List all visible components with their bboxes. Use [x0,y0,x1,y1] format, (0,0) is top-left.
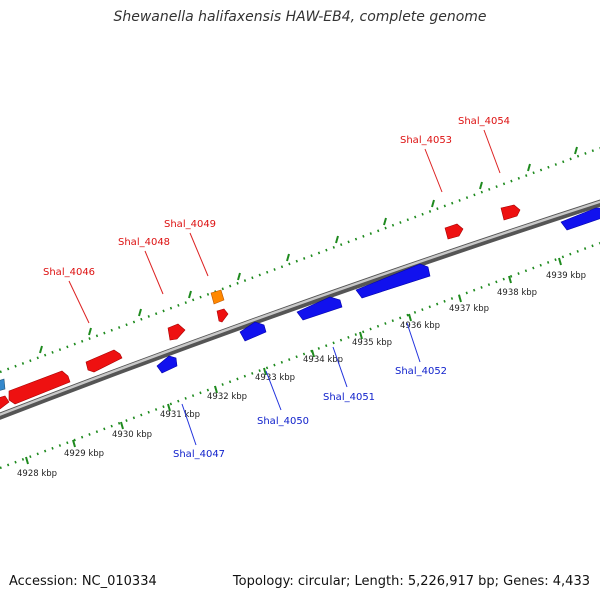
gene-arrow-forward[interactable] [500,204,521,221]
gene-arrow-highlight[interactable] [210,289,225,305]
reverse-major-tick [408,313,412,322]
gene-label-shal-4052[interactable]: Shal_4052 [395,366,447,377]
gene-arrow-forward[interactable] [216,308,229,323]
ruler-label: 4930 kbp [112,430,152,440]
forward-major-tick [574,146,578,155]
shal-4047-leader [181,403,197,446]
forward-major-tick [188,290,192,299]
ruler-label: 4939 kbp [546,271,586,281]
shal-4053-leader [424,148,443,193]
reverse-major-tick [458,294,462,303]
forward-major-tick [527,163,531,172]
gene-arrow-forward[interactable] [0,395,10,410]
gene-label-shal-4048[interactable]: Shal_4048 [118,237,170,248]
gene-arrow-reverse[interactable] [156,355,178,374]
shal-4046-leader [68,280,90,324]
ruler-label: 4934 kbp [303,355,343,365]
gene-label-leaders [68,129,501,446]
shal-4048-leader [144,250,164,295]
gene-arrow-reverse[interactable] [560,207,600,231]
gene-label-shal-4050[interactable]: Shal_4050 [257,416,309,427]
accession-label: Accession: NC_010334 [9,574,157,589]
forward-major-tick [88,327,92,336]
reverse-major-tick [263,367,267,376]
forward-major-tick [431,199,435,208]
shal-4051-leader [332,346,348,388]
gene-arrow-forward[interactable] [85,349,123,373]
reverse-major-tick [359,331,363,340]
ruler-label: 4933 kbp [255,373,295,383]
forward-major-tick [138,308,142,317]
major-ticks [25,146,578,465]
gene-label-shal-4051[interactable]: Shal_4051 [323,392,375,403]
shal-4050-leader [265,370,282,411]
reverse-major-tick [120,421,124,430]
backbone-path [0,199,600,420]
gene-label-shal-4054[interactable]: Shal_4054 [458,116,510,127]
reverse-major-tick [214,385,218,394]
topology-summary: Topology: circular; Length: 5,226,917 bp… [232,574,590,589]
ruler-label: 4929 kbp [64,449,104,459]
gene-labels: Shal_4046 Shal_4048 Shal_4049 Shal_4053 … [43,116,510,460]
gene-arrow-forward[interactable] [444,223,464,240]
reverse-major-tick [311,349,315,358]
forward-major-tick [479,181,483,190]
gene-label-shal-4049[interactable]: Shal_4049 [164,219,216,230]
shal-4049-leader [189,232,209,277]
forward-tick-track [0,146,600,374]
shal-4054-leader [483,129,501,174]
gene-arrow-other[interactable] [0,378,6,391]
reverse-major-tick [508,275,512,284]
shal-4052-leader [406,322,421,363]
reverse-major-tick [72,439,76,448]
gene-label-shal-4046[interactable]: Shal_4046 [43,267,95,278]
ruler-label: 4938 kbp [497,288,537,298]
forward-major-tick [39,345,43,354]
gene-arrow-reverse[interactable] [296,296,343,321]
backbone-highlight [0,200,600,416]
gene-arrow-reverse[interactable] [239,321,267,342]
forward-major-tick [286,253,290,262]
gene-label-shal-4053[interactable]: Shal_4053 [400,135,452,146]
reverse-genes [156,207,600,374]
forward-major-tick [383,217,387,226]
forward-genes [0,204,521,410]
gene-label-shal-4047[interactable]: Shal_4047 [173,449,225,460]
gene-arrow-forward[interactable] [8,370,71,405]
reverse-major-tick [167,403,171,412]
reverse-major-tick [25,456,29,465]
forward-major-tick [237,272,241,281]
genome-backbone [0,199,600,420]
ruler-label: 4928 kbp [17,469,57,479]
genome-title: Shewanella halifaxensis HAW-EB4, complet… [113,9,487,25]
gene-arrow-forward[interactable] [167,323,186,341]
forward-major-tick [335,235,339,244]
gene-arrow-reverse[interactable] [355,263,431,299]
ruler-label: 4937 kbp [449,304,489,314]
reverse-major-tick [558,257,562,266]
ruler-label: 4931 kbp [160,410,200,420]
ruler-label: 4932 kbp [207,392,247,402]
ruler-labels: 4928 kbp 4929 kbp 4930 kbp 4931 kbp 4932… [17,271,586,479]
ruler-label: 4935 kbp [352,338,392,348]
ruler-label: 4936 kbp [400,321,440,331]
